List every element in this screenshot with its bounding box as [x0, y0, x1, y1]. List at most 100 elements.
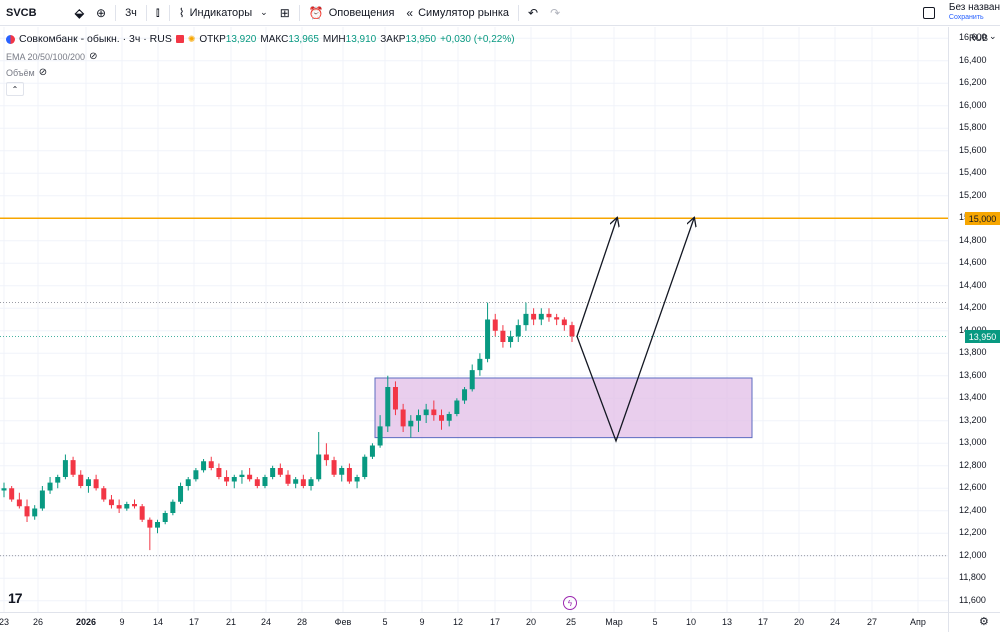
ema-legend[interactable]: EMA 20/50/100/200 ⊘ [6, 51, 97, 62]
eye-off-icon[interactable]: ⊘ [89, 51, 98, 62]
candle [270, 465, 276, 480]
time-tick-label: Фев [334, 617, 352, 627]
price-tick-label: 16,600 [959, 32, 987, 43]
indicators-button[interactable]: ⌇ Индикаторы ⌄ [173, 0, 274, 26]
undo-button[interactable]: ↶ [522, 0, 544, 26]
candle-body [155, 522, 161, 528]
chart-pane[interactable] [0, 27, 948, 612]
candle-body [462, 389, 468, 401]
time-axis[interactable]: 23 26 2026 9 14 17 21 24 28 Фев 5 9 12 17 20 25 Мар 5 10 13… [0, 612, 948, 632]
candle-body [554, 317, 560, 320]
time-tick-label: 28 [296, 617, 308, 627]
candle-body [147, 519, 153, 528]
candle [254, 477, 260, 489]
candle [9, 486, 15, 502]
indicators-icon: ⌇ [178, 5, 185, 20]
price-tick-label: 12,600 [959, 482, 987, 493]
candle [247, 468, 253, 482]
layout-name-button[interactable]: Без назван Сохранить [941, 3, 1000, 23]
candle [508, 330, 514, 348]
eye-off-icon[interactable]: ⊘ [38, 67, 48, 78]
candle-body [469, 370, 475, 390]
candle-body [308, 479, 314, 486]
candle [85, 477, 91, 493]
candle [400, 403, 406, 432]
candle [185, 477, 191, 491]
time-tick-label: 14 [152, 617, 164, 627]
candle-body [316, 454, 322, 480]
chart-type-button[interactable]: ⫾ [150, 0, 166, 26]
symbol-logo [6, 34, 15, 44]
open-label: ОТКР [199, 33, 226, 45]
replay-button[interactable]: « Симулятор рынка [400, 0, 515, 26]
candle [285, 470, 291, 486]
candle-body [254, 479, 260, 486]
volume-legend[interactable]: Объём ⊘ [6, 67, 47, 78]
candle-body [561, 319, 567, 326]
alerts-button[interactable]: ⏰ Оповещения [303, 0, 401, 26]
candle-body [454, 400, 460, 414]
legend-title[interactable]: Совкомбанк - обыкн. · 3ч · RUS [19, 33, 172, 45]
sun-icon: ✺ [187, 33, 196, 44]
layouts-button[interactable]: ⊞ [274, 0, 296, 26]
candle [101, 486, 107, 502]
price-tick-label: 12,400 [959, 504, 987, 515]
candle [16, 492, 22, 509]
candle [331, 456, 337, 477]
candle-body [224, 477, 230, 482]
price-tick-label: 14,800 [959, 234, 987, 245]
candle-body [392, 387, 398, 410]
candle [293, 477, 299, 489]
close-value: 13,950 [405, 33, 437, 45]
demand-zone[interactable] [374, 377, 753, 439]
redo-button[interactable]: ↷ [544, 0, 566, 26]
projection-arrows[interactable] [576, 218, 694, 443]
candle [354, 474, 360, 489]
event-icon[interactable]: ϟ [563, 596, 577, 610]
gear-icon[interactable]: ⚙ [979, 616, 989, 628]
candle [70, 456, 76, 477]
symbol-search[interactable]: SVCB ⬙ [0, 0, 90, 26]
candle [462, 387, 468, 404]
time-tick-label: 20 [525, 617, 537, 627]
candle-body [531, 313, 537, 320]
candle-body [247, 474, 253, 480]
candle [339, 465, 345, 482]
time-tick-label: 9 [419, 617, 425, 627]
candle [523, 302, 529, 331]
layout-checkbox[interactable] [922, 7, 935, 19]
candle-body [216, 468, 222, 477]
price-chart[interactable] [0, 27, 948, 612]
change-value: +0,030 (+0,22%) [440, 33, 515, 45]
chevron-down-icon[interactable]: ⌄ [989, 31, 997, 41]
layout-save-status: Сохранить [948, 14, 984, 21]
axis-settings[interactable]: ⚙ [948, 612, 1000, 632]
candles-icon: ⫾ [155, 5, 160, 19]
candle [308, 477, 314, 491]
candle-body [523, 313, 529, 326]
interval-button[interactable]: 3ч [125, 6, 137, 19]
currency-label[interactable]: RUB [969, 33, 989, 43]
time-tick-label: 17 [489, 617, 501, 627]
plus-circle-icon: ⊕ [96, 5, 107, 20]
candle-body [47, 482, 53, 491]
candle [216, 463, 222, 480]
candle-body [569, 325, 575, 337]
candle [423, 403, 429, 423]
add-symbol-button[interactable]: ⊕ [90, 0, 112, 26]
candle-body [93, 479, 99, 489]
candle-body [193, 470, 199, 480]
price-tick-label: 16,200 [959, 77, 987, 88]
low-label: МИН [322, 33, 346, 45]
candle-body [377, 426, 383, 446]
divider [518, 4, 519, 21]
candle-body [231, 477, 237, 482]
tradingview-logo[interactable]: 17 [8, 590, 23, 606]
time-tick-label: 23 [0, 617, 10, 627]
collapse-legend-button[interactable]: ⌃ [6, 82, 24, 96]
time-tick-label: 24 [829, 617, 841, 627]
price-axis[interactable]: RUB ⌄ 16,600 16,400 16,200 16,000 15,800 15,6… [948, 27, 1000, 612]
candle [93, 474, 99, 491]
candle-body [70, 460, 76, 475]
compare-icon[interactable]: ⬙ [74, 5, 84, 20]
